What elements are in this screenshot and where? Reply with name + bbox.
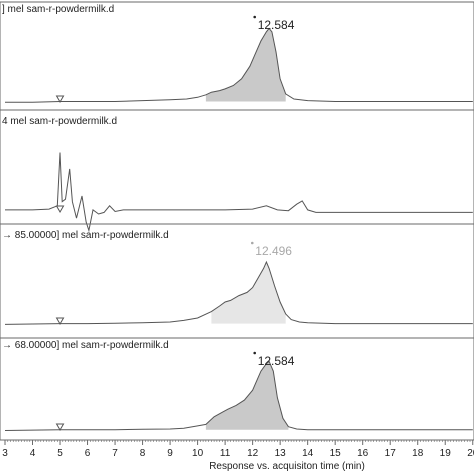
- x-tick-label: 15: [330, 448, 342, 459]
- panel-title: → 85.00000] mel sam-r-powdermilk.d: [2, 230, 169, 241]
- x-tick-label: 17: [385, 448, 397, 459]
- x-tick-label: 11: [220, 448, 231, 459]
- peak-label: 12.584: [258, 354, 295, 368]
- x-axis-label: Response vs. acquisiton time (min): [209, 461, 365, 472]
- x-tick-label: 14: [302, 448, 314, 459]
- x-tick-label: 20: [467, 448, 474, 459]
- panel-title: → 68.00000] mel sam-r-powdermilk.d: [2, 340, 169, 351]
- x-tick-label: 8: [140, 448, 146, 459]
- x-tick-label: 5: [57, 448, 63, 459]
- x-tick-label: 12: [247, 448, 259, 459]
- series-line: [5, 152, 473, 233]
- x-tick-label: 3: [2, 448, 8, 459]
- peak-dot: [253, 351, 257, 355]
- peak-dot: [253, 15, 257, 19]
- retention-marker: [55, 423, 65, 431]
- retention-marker: [55, 205, 65, 213]
- x-tick-label: 4: [30, 448, 36, 459]
- x-tick-label: 6: [85, 448, 91, 459]
- peak-label: 12.496: [255, 244, 292, 258]
- panel-title: 4 mel sam-r-powdermilk.d: [2, 116, 117, 127]
- series-line: [5, 27, 473, 103]
- x-tick-label: 16: [357, 448, 369, 459]
- x-tick-label: 13: [275, 448, 287, 459]
- peak-dot: [250, 241, 254, 245]
- retention-marker: [55, 317, 65, 325]
- peak-area: [211, 262, 286, 324]
- panel-frame: [0, 109, 474, 225]
- peak-label: 12.584: [258, 18, 295, 32]
- series-line: [4, 360, 473, 431]
- peak-area: [205, 361, 289, 430]
- x-tick-label: 7: [112, 448, 118, 459]
- x-tick-label: 18: [412, 448, 424, 459]
- x-tick-label: 19: [440, 448, 452, 459]
- peak-area: [205, 28, 286, 102]
- series-line: [4, 260, 473, 325]
- panel-title: ] mel sam-r-powdermilk.d: [2, 4, 114, 15]
- retention-marker: [55, 95, 65, 103]
- x-tick-label: 9: [167, 448, 173, 459]
- x-tick-label: 10: [192, 448, 204, 459]
